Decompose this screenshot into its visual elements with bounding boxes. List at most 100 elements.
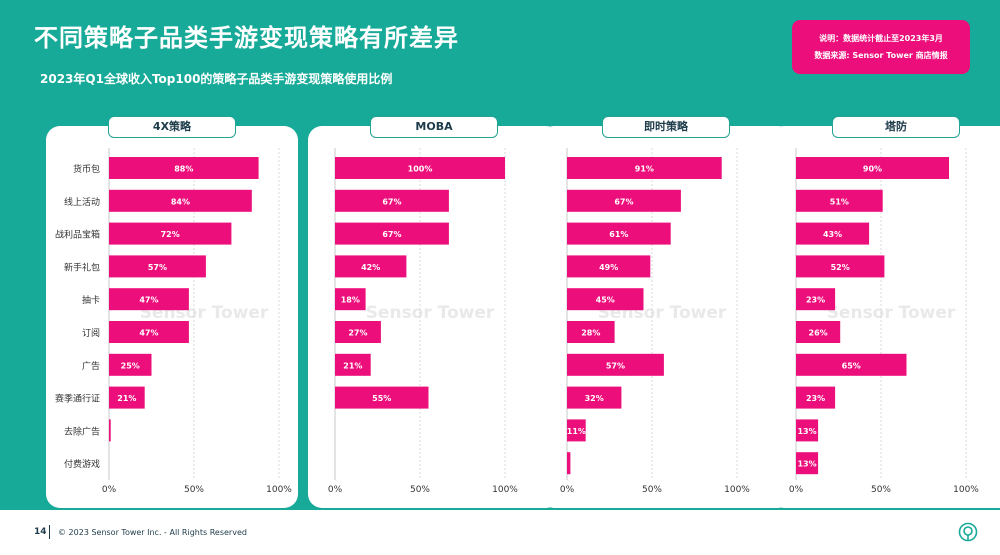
category-label: 订阅 xyxy=(82,328,100,339)
page-title: 不同策略子品类手游变现策略有所差异 xyxy=(34,24,459,52)
x-tick-label: 50% xyxy=(184,485,204,495)
bar xyxy=(796,189,883,212)
data-label: 91% xyxy=(635,165,654,174)
page-number: 14 xyxy=(34,527,47,537)
bar xyxy=(109,321,189,343)
bar xyxy=(335,222,449,245)
category-label: 去除广告 xyxy=(64,425,100,437)
bar-chart-moba: Sensor Tower 0% 50% 100% 100% 67% 67% 42% 18% 27%… xyxy=(328,148,518,495)
chart-panel-moba: MOBA Sensor Tower 0% 50% 100% 100% 67% 67% 42% 1… xyxy=(308,116,560,508)
category-label: 新手礼包 xyxy=(64,261,100,273)
bar xyxy=(109,222,232,245)
chart-panel-rts: 即时策略 Sensor Tower 0% 50% 100% 91% 67% 61% 49% 45… xyxy=(540,116,792,508)
data-label: 47% xyxy=(139,296,158,305)
bar xyxy=(796,157,949,179)
data-label: 57% xyxy=(606,361,625,370)
data-label: 90% xyxy=(863,165,882,174)
data-label: 72% xyxy=(161,230,180,239)
bar xyxy=(567,321,615,343)
x-tick-label: 50% xyxy=(642,485,662,495)
data-label: 61% xyxy=(609,230,628,239)
data-label: 84% xyxy=(171,197,190,206)
data-label: 13% xyxy=(797,427,816,436)
bar xyxy=(796,288,836,311)
sensor-tower-logo-icon xyxy=(958,522,978,542)
bar xyxy=(335,321,381,343)
data-label: 21% xyxy=(117,394,136,403)
bar xyxy=(796,222,870,245)
data-label: 26% xyxy=(809,329,828,338)
data-label: 45% xyxy=(596,296,615,305)
bar xyxy=(335,288,366,311)
source-note: 说明：数据统计截止至2023年3月 数据来源: Sensor Tower 商店情… xyxy=(792,20,970,74)
x-tick-label: 50% xyxy=(410,485,430,495)
bar xyxy=(796,353,907,376)
bar xyxy=(109,288,189,311)
x-tick-label: 50% xyxy=(871,485,891,495)
category-label: 付费游戏 xyxy=(64,458,100,470)
data-label: 52% xyxy=(831,263,850,272)
chart-panel-4x: 4X策略 Sensor Tower 0% 50% 100% 货币包 88% 线上活动 84% 战… xyxy=(46,116,298,508)
category-label: 战利品宝箱 xyxy=(55,229,100,241)
category-label: 广告 xyxy=(82,360,100,372)
data-label: 65% xyxy=(842,361,861,370)
chart-title-moba: MOBA xyxy=(370,116,498,138)
footer: 14 © 2023 Sensor Tower Inc. - All Rights… xyxy=(0,510,1000,555)
data-label: 21% xyxy=(343,361,362,370)
chart-title-4x: 4X策略 xyxy=(108,116,236,138)
x-tick-label: 100% xyxy=(266,485,292,495)
bar xyxy=(567,452,571,475)
bar xyxy=(796,255,885,278)
page-subtitle: 2023年Q1全球收入Top100的策略子品类手游变现策略使用比例 xyxy=(40,72,393,86)
bar xyxy=(335,386,429,409)
data-label: 25% xyxy=(121,361,140,370)
x-tick-label: 0% xyxy=(102,485,117,495)
bar xyxy=(109,189,252,212)
x-tick-label: 100% xyxy=(953,485,979,495)
data-label: 100% xyxy=(408,165,433,174)
data-label: 23% xyxy=(806,394,825,403)
data-label: 55% xyxy=(372,394,391,403)
bar xyxy=(335,157,505,179)
footer-divider xyxy=(49,525,50,539)
data-label: 47% xyxy=(139,329,158,338)
data-label: 49% xyxy=(599,263,618,272)
bar xyxy=(335,255,407,278)
bar xyxy=(335,353,371,376)
x-tick-label: 100% xyxy=(724,485,750,495)
bar xyxy=(796,452,819,475)
data-label: 13% xyxy=(797,460,816,469)
bar xyxy=(567,157,722,179)
data-label: 27% xyxy=(348,329,367,338)
bar xyxy=(796,386,836,409)
x-tick-label: 0% xyxy=(328,485,343,495)
note-source: 数据来源: Sensor Tower 商店情报 xyxy=(814,51,948,60)
data-label: 23% xyxy=(806,296,825,305)
watermark-text: Sensor Tower xyxy=(366,303,495,323)
chart-title-td: 塔防 xyxy=(832,116,960,138)
data-label: 32% xyxy=(585,394,604,403)
bar xyxy=(567,386,622,409)
bar xyxy=(796,419,819,442)
category-label: 赛季通行证 xyxy=(55,393,100,405)
data-label: 67% xyxy=(614,197,633,206)
chart-panel-td: 塔防 Sensor Tower 0% 50% 100% 90% 51% 43% 52% 23% 2… xyxy=(770,116,1000,508)
bar xyxy=(567,353,664,376)
category-label: 线上活动 xyxy=(64,196,100,208)
x-tick-label: 100% xyxy=(492,485,518,495)
copyright-text: © 2023 Sensor Tower Inc. - All Rights Re… xyxy=(58,528,247,537)
data-label: 67% xyxy=(382,230,401,239)
data-label: 18% xyxy=(341,296,360,305)
data-label: 51% xyxy=(830,197,849,206)
category-label: 抽卡 xyxy=(82,294,100,306)
bar xyxy=(109,419,111,442)
x-tick-label: 0% xyxy=(789,485,804,495)
bar xyxy=(567,255,651,278)
category-label: 货币包 xyxy=(73,163,100,175)
data-label: 57% xyxy=(148,263,167,272)
note-date: 说明：数据统计截止至2023年3月 xyxy=(819,34,943,43)
bar xyxy=(567,419,586,442)
bar xyxy=(109,255,206,278)
